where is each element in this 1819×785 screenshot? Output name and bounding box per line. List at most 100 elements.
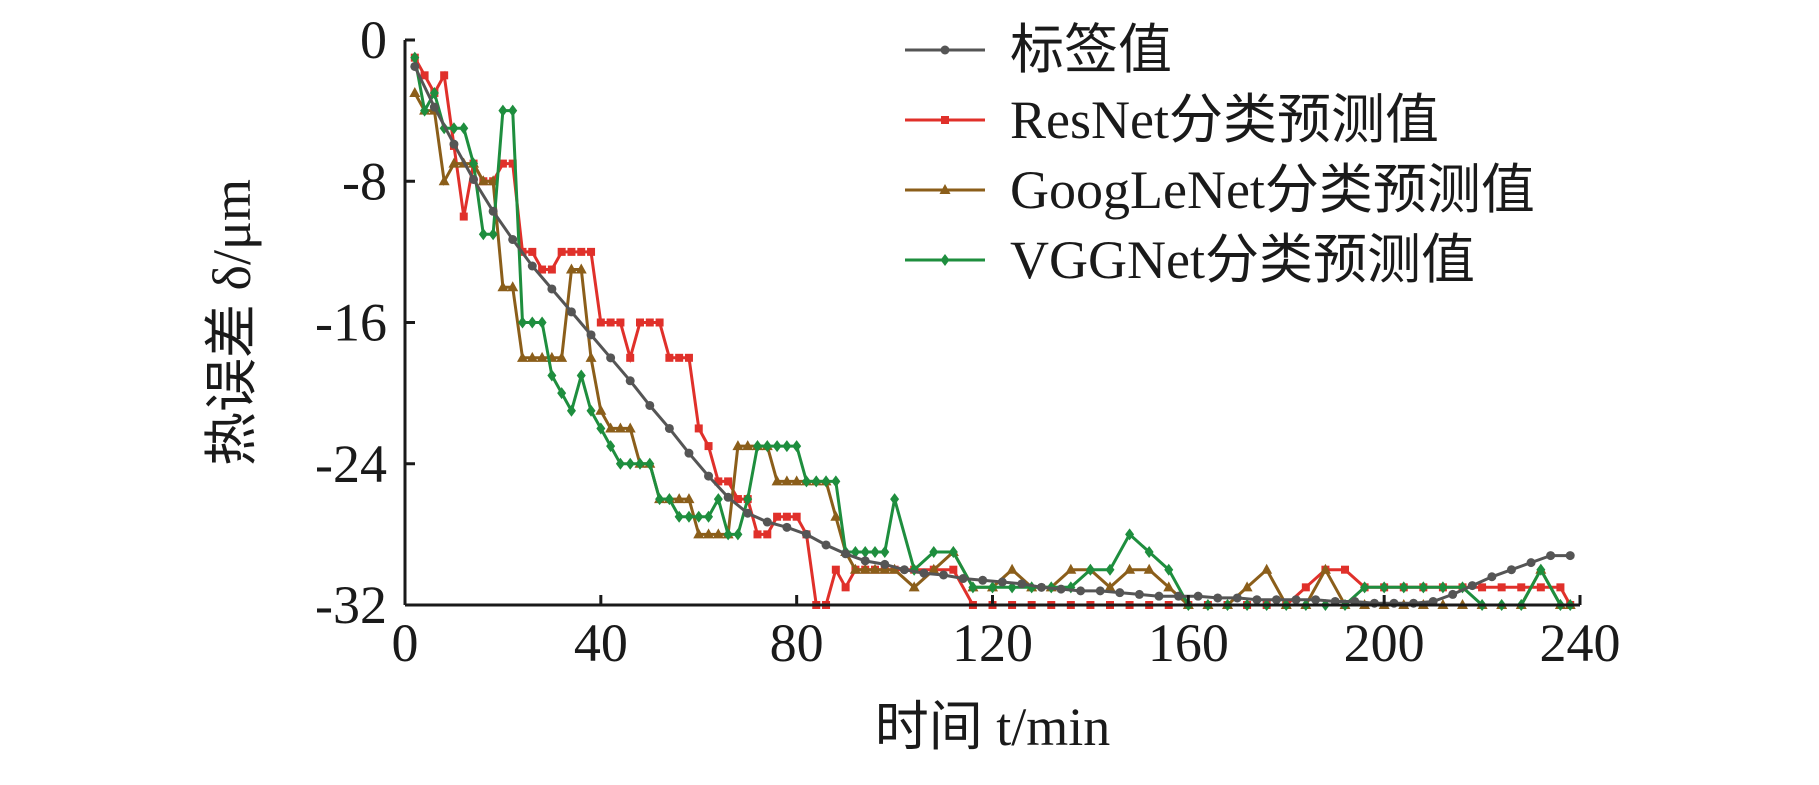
data-point [949,565,958,574]
data-point [528,247,537,256]
data-point [1104,581,1116,592]
data-point [488,228,498,241]
data-point [1438,581,1448,594]
data-point [655,493,665,506]
data-point [1115,588,1125,598]
data-point [742,440,754,451]
data-point [880,559,890,569]
data-point [763,530,772,539]
legend: 标签值 ResNet分类预测值 GoogLeNet分类预测值 VGGNet分类预测值 [905,20,1535,290]
x-tick-label: 80 [770,613,824,673]
data-point [830,510,842,521]
data-point [459,122,469,135]
data-point [507,281,519,292]
data-point [448,157,460,168]
data-point [1124,563,1136,574]
y-tick-label: -32 [315,575,387,635]
data-point [1163,581,1175,592]
data-point [1487,572,1497,582]
data-point [664,493,674,506]
data-point [577,247,586,256]
data-point [616,318,625,327]
data-point [733,528,743,541]
data-point [1565,551,1575,561]
data-point [919,568,929,578]
data-point [1497,583,1506,592]
data-point [1418,581,1428,594]
data-point [753,530,762,539]
data-point [939,184,951,194]
data-point [665,353,674,362]
data-point [889,563,901,574]
data-point [703,528,715,539]
data-point [557,387,567,400]
data-point [1164,563,1174,576]
data-point [929,546,939,559]
data-point [576,369,586,382]
data-point [1360,581,1370,594]
data-point [498,104,508,117]
data-point [673,493,685,504]
data-point [498,159,507,168]
data-point [587,247,596,256]
data-point [1399,581,1409,594]
data-point [1134,589,1144,599]
data-point [1065,563,1077,574]
legend-item: VGGNet分类预测值 [905,230,1475,290]
data-point [978,575,988,585]
data-point [1536,583,1545,592]
data-point [1478,583,1487,592]
legend-label: VGGNet分类预测值 [1010,230,1475,290]
data-point [440,71,449,80]
data-point [880,546,890,559]
data-point [538,265,547,274]
data-point [674,510,684,523]
data-point [683,493,695,504]
data-point [948,546,958,559]
ticks: 0 40 80 120 160 200 240 0 -8 -16 -24 -32 [315,10,1620,673]
data-point [556,351,568,362]
legend-label: ResNet分类预测值 [1010,90,1439,150]
data-point [890,493,900,506]
data-point [712,528,724,539]
data-point [547,369,557,382]
data-point [606,353,616,363]
data-point [869,563,881,574]
data-point [410,51,420,64]
data-point [566,404,576,417]
data-point [704,442,713,451]
data-point [527,316,537,329]
data-point [527,261,537,271]
data-point [762,440,772,453]
data-point [908,581,920,592]
data-point [1241,581,1253,592]
data-point [743,508,753,518]
data-point [1341,565,1349,574]
data-point [1006,563,1018,574]
data-point [1143,563,1155,574]
data-point [693,528,705,539]
data-point [1526,558,1536,568]
x-tick-label: 0 [392,613,419,673]
data-point [968,581,978,594]
data-point [536,351,548,362]
data-point [1174,591,1184,601]
data-point [772,440,782,453]
data-point [1154,591,1164,601]
x-tick-label: 200 [1344,613,1425,673]
data-point [940,45,950,55]
data-point [704,510,714,523]
data-point [704,471,714,481]
data-point [557,247,566,256]
data-point [821,475,831,488]
data-point [585,351,597,362]
data-point [684,510,694,523]
data-point [1301,583,1310,592]
legend-label: GoogLeNet分类预测值 [1010,160,1535,220]
y-tick-label: -8 [342,151,387,211]
data-point [429,102,439,112]
data-point [410,61,420,71]
data-point [831,565,840,574]
